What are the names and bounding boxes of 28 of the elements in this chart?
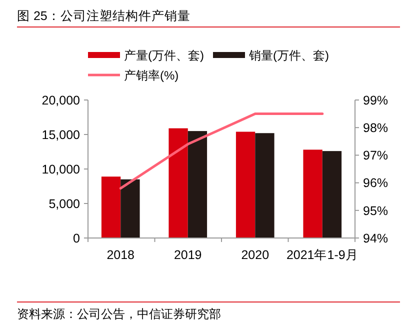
y-tick-label: 15,000 [42,128,80,142]
bar [101,176,121,238]
y-tick-label: 0 [73,231,80,246]
bar [255,133,274,238]
text: 资料来源：公司公告，中信证券研究部 [17,307,221,321]
legend-label: 产销率(%) [124,68,179,82]
y2-tick-label: 94% [363,231,388,246]
y-tick-label: 20,000 [42,93,80,108]
y2-tick-label: 96% [363,176,388,190]
legend-label: 产量(万件、套) [124,48,204,62]
bar [322,151,342,238]
y2-tick-label: 95% [363,204,388,218]
x-tick-label: 2021年1-9月 [286,248,358,262]
x-tick-label: 2018 [106,248,135,262]
chart-title: 图 25：公司注塑结构件产销量 [17,8,190,23]
x-tick-label: 2019 [174,248,202,262]
bar [120,179,140,238]
y2-tick-label: 99% [363,93,388,108]
y-tick-label: 10,000 [42,162,80,176]
bar [236,132,256,238]
bar [303,150,322,238]
bar [168,128,188,238]
y2-tick-label: 98% [363,120,388,135]
bar [188,131,208,238]
y-tick-label: 5,000 [48,196,80,211]
x-tick-label: 2020 [241,248,270,262]
legend-label: 销量(万件、套) [248,48,329,62]
y2-tick-label: 97% [363,148,388,163]
